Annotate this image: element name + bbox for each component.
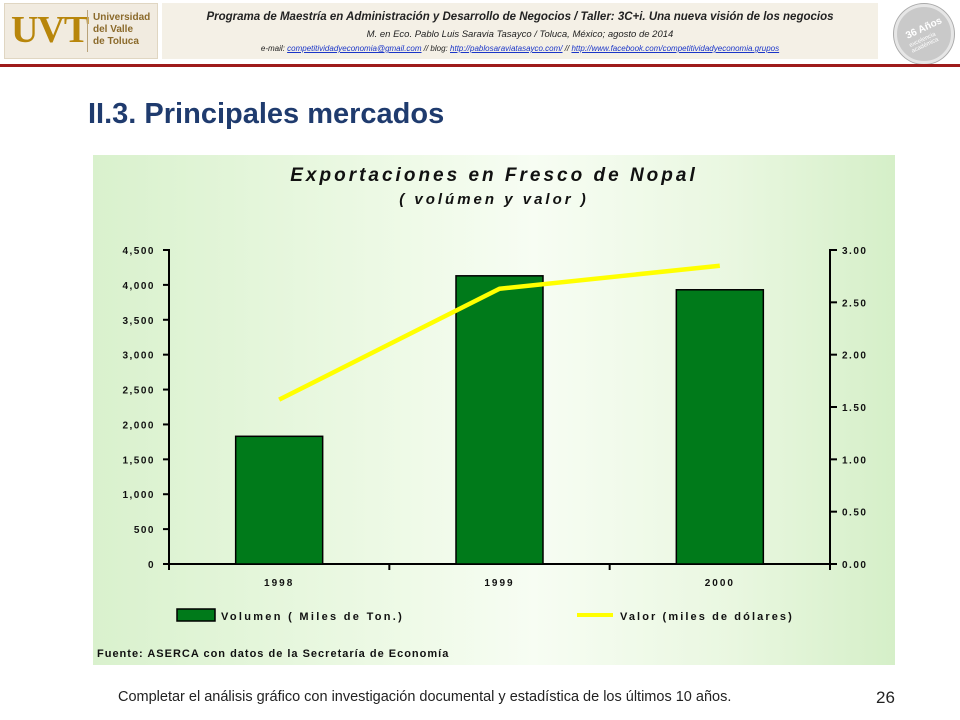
logo-divider	[87, 10, 88, 52]
y-left-tick-label: 3,000	[122, 351, 155, 362]
chart-subtitle: ( volúmen y valor )	[399, 191, 589, 208]
bar-volumen	[675, 289, 765, 565]
y-left-tick-label: 1,000	[122, 490, 155, 501]
email-link[interactable]: competitividadyeconomia@gmail.com	[287, 44, 422, 53]
chart-panel: Exportaciones en Fresco de Nopal ( volúme…	[93, 155, 895, 665]
y-left-tick-label: 4,500	[122, 246, 155, 257]
y-right-tick-label: 1.00	[842, 455, 867, 466]
logo-line-1: Universidad	[93, 12, 151, 23]
legend-label-valor: Valor (miles de dólares)	[620, 611, 794, 623]
y-right-tick-label: 1.50	[842, 403, 867, 414]
x-tick-label: 2000	[705, 578, 735, 589]
email-label: e-mail:	[260, 44, 285, 53]
y-right-tick-label: 0.50	[842, 508, 867, 519]
y-right-tick-label: 2.00	[842, 351, 867, 362]
chart-source: Fuente: ASERCA con datos de la Secretarí…	[97, 648, 449, 660]
facebook-link[interactable]: http://www.facebook.com/competitividadye…	[571, 44, 780, 53]
y-left-tick-label: 2,000	[122, 420, 155, 431]
anniversary-badge: 36 Años excelencia académica	[894, 4, 954, 64]
program-info: Programa de Maestría en Administración y…	[162, 3, 878, 59]
chart-title: Exportaciones en Fresco de Nopal	[290, 165, 697, 186]
blog-link[interactable]: http://pablosaraviatasayco.com/	[450, 44, 563, 53]
legend-swatch-volumen	[176, 608, 216, 622]
footer-note: Completar el análisis gráfico con invest…	[118, 689, 732, 705]
y-left-tick-label: 2,500	[122, 386, 155, 397]
bar-volumen	[234, 435, 324, 565]
slide-header: UVT Universidad del Valle de Toluca Prog…	[0, 0, 960, 64]
logo-text: Universidad del Valle de Toluca	[93, 12, 150, 48]
program-links: e-mail: competitividadyeconomia@gmail.co…	[162, 44, 878, 53]
blog-label: // blog:	[423, 44, 448, 53]
y-right-tick-label: 2.50	[842, 298, 867, 309]
header-rule	[0, 64, 960, 67]
program-title: Programa de Maestría en Administración y…	[206, 11, 834, 23]
y-left-tick-label: 500	[134, 525, 155, 536]
logo-line-3: de Toluca	[93, 36, 139, 47]
link-separator: //	[564, 44, 570, 53]
logo-mark: UVT	[11, 9, 89, 51]
y-right-tick-label: 0.00	[842, 560, 867, 571]
bar-volumen	[455, 275, 544, 565]
chart-svg: Exportaciones en Fresco de Nopal ( volúme…	[97, 165, 867, 660]
page-title: II.3. Principales mercados	[88, 98, 445, 130]
program-author: M. en Eco. Pablo Luis Saravia Tasayco / …	[366, 29, 674, 40]
y-right-tick-label: 3.00	[842, 246, 867, 257]
y-left-tick-label: 3,500	[122, 316, 155, 327]
uvt-logo: UVT Universidad del Valle de Toluca	[4, 3, 158, 59]
x-tick-label: 1999	[484, 578, 514, 589]
y-left-tick-label: 0	[148, 560, 155, 571]
y-left-tick-label: 4,000	[122, 281, 155, 292]
x-tick-label: 1998	[264, 578, 294, 589]
y-left-tick-label: 1,500	[122, 455, 155, 466]
logo-line-2: del Valle	[93, 24, 134, 35]
line-valor	[278, 263, 721, 402]
legend-label-volumen: Volumen ( Miles de Ton.)	[221, 611, 404, 623]
page-number: 26	[876, 688, 895, 707]
